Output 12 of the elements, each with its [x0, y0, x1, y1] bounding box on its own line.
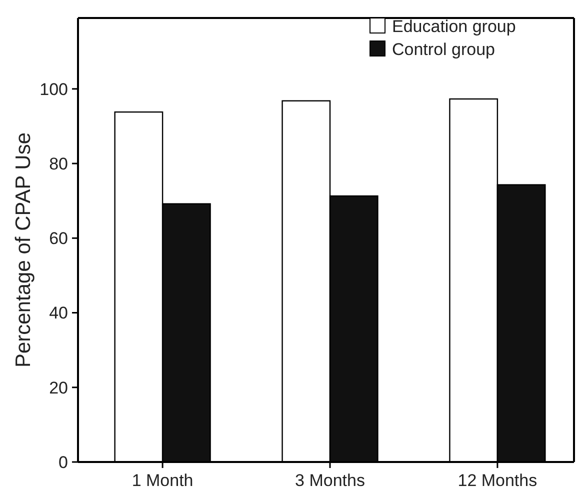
y-axis-title: Percentage of CPAP Use: [12, 132, 35, 368]
x-tick-label: 12 Months: [458, 471, 538, 490]
x-tick-label: 3 Months: [295, 471, 365, 490]
y-tick-label: 20: [49, 378, 68, 398]
legend-label: Control group: [392, 40, 496, 59]
y-tick-label: 80: [49, 154, 68, 174]
legend-label: Education group: [392, 16, 516, 36]
y-tick-label: 40: [49, 304, 68, 323]
y-tick-label: 60: [49, 229, 68, 248]
y-tick-label: 100: [40, 80, 68, 99]
y-tick-label: 0: [58, 452, 68, 472]
x-tick-label: 1 Month: [132, 471, 194, 490]
